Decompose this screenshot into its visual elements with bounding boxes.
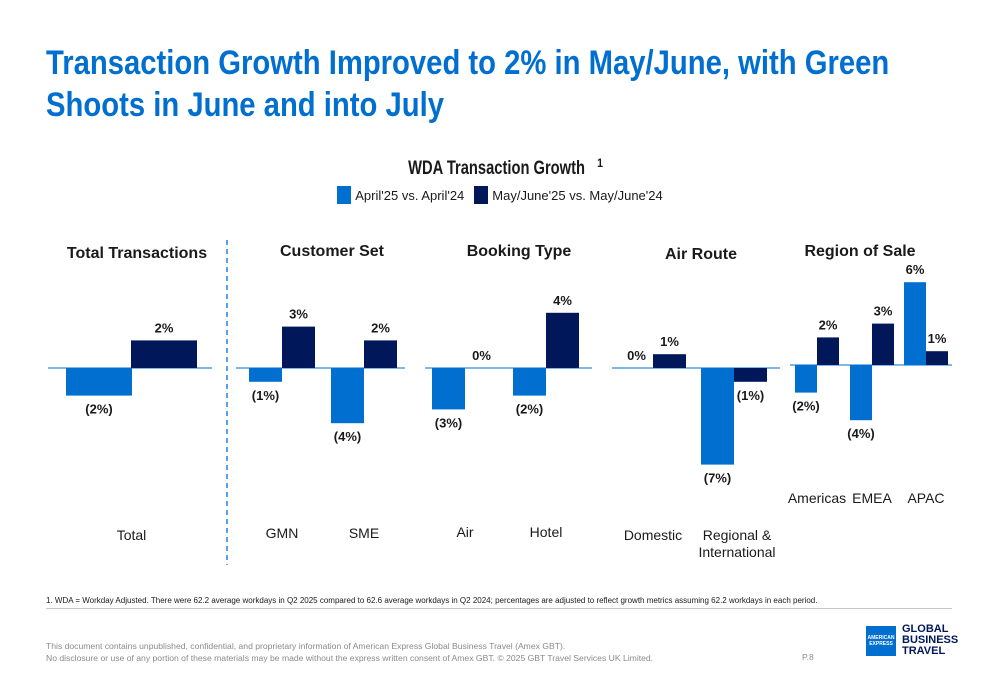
chart-legend: April'25 vs. April'24 May/June'25 vs. Ma… [0,186,1000,204]
page-title: Transaction Growth Improved to 2% in May… [46,42,890,126]
bar [653,354,686,368]
category-label: International [698,544,775,560]
data-label: 1% [928,331,947,346]
data-label: (1%) [737,388,764,403]
footnote-divider [46,608,952,609]
bar [701,368,734,465]
bar [795,365,817,393]
bar [131,340,197,368]
amex-logo-icon: AMERICAN EXPRESS [866,625,896,656]
data-label: 2% [371,320,390,335]
confidentiality-line-1: This document contains unpublished, conf… [46,641,566,651]
logo-wordmark: GLOBAL BUSINESS TRAVEL [902,624,958,657]
bar [364,340,397,368]
page-number: P.8 [802,652,814,662]
data-label: 6% [906,262,925,277]
legend-label-may-june: May/June'25 vs. May/June'24 [492,187,663,203]
panel-title: Region of Sale [804,243,915,260]
category-label: Air [456,524,473,540]
bar [249,368,282,382]
category-label: Domestic [624,527,682,543]
panel-title: Air Route [665,246,737,263]
page-title-line-1: Transaction Growth Improved to 2% in May… [46,44,890,82]
category-label: APAC [907,490,944,506]
category-label: Hotel [530,524,563,540]
data-label: (7%) [704,471,731,486]
bar [331,368,364,424]
footnote: 1. WDA = Workday Adjusted. There were 62… [46,596,818,605]
bar [926,351,948,365]
data-label: (4%) [334,429,361,444]
category-label: SME [349,525,379,541]
data-label: 2% [819,317,838,332]
logo-line-3: TRAVEL [902,645,946,657]
bar [817,337,839,365]
legend-item-april: April'25 vs. April'24 [337,186,464,204]
data-label: (4%) [847,426,874,441]
data-label: 1% [660,334,679,349]
data-label: 0% [472,348,491,363]
logo-box-line-2: EXPRESS [869,640,893,647]
category-label: Americas [788,490,846,506]
bar [546,312,579,368]
legend-swatch-may-june [474,186,489,204]
legend-item-may-june: May/June'25 vs. May/June'24 [474,186,663,204]
category-label: GMN [266,525,299,541]
category-label: Total [117,527,147,543]
bar [904,282,926,365]
legend-swatch-april [337,186,352,204]
data-label: (3%) [435,415,462,430]
panel-title: Booking Type [467,243,572,260]
chart-title-text: WDA Transaction Growth [408,158,586,180]
legend-label-april: April'25 vs. April'24 [355,187,465,203]
data-label: 3% [874,304,893,319]
data-label: 0% [627,348,646,363]
data-label: (2%) [85,402,112,417]
chart-title: WDA Transaction Growth 1 [0,156,1000,180]
logo-line-1: GLOBAL [902,623,949,635]
bar [734,368,767,382]
data-label: (1%) [252,388,279,403]
category-label: Regional & [703,527,772,543]
data-label: 4% [553,293,572,308]
category-label: EMEA [852,490,892,506]
bar [432,368,465,410]
chart-title-footnote-mark: 1 [597,156,604,170]
amex-gbt-logo: AMERICAN EXPRESS GLOBAL BUSINESS TRAVEL [866,624,958,657]
data-label: (2%) [792,399,819,414]
bar [850,365,872,421]
page-title-line-2: Shoots in June and into July [46,86,445,124]
logo-line-2: BUSINESS [902,634,959,646]
panel-title: Customer Set [280,243,385,260]
logo-box-line-1: AMERICAN [867,634,895,641]
data-label: (2%) [516,402,543,417]
confidentiality-line-2: No disclosure or use of any portion of t… [46,653,654,663]
panel-title: Total Transactions [67,245,207,262]
bar [872,323,894,365]
data-label: 2% [155,320,174,335]
chart-area: Total Transactions Total (2%) 2% Customer Se… [48,240,952,565]
bar [513,368,546,396]
bar [66,368,132,396]
bar [282,326,315,368]
data-label: 3% [289,307,308,322]
confidentiality-notice: This document contains unpublished, conf… [46,640,653,664]
